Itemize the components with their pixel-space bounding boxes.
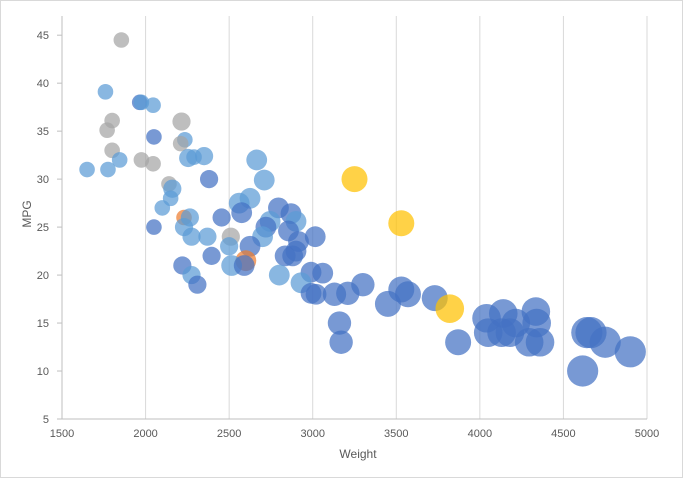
bubble-point xyxy=(146,129,162,145)
x-tick-label: 1500 xyxy=(50,428,74,440)
bubble-point xyxy=(327,311,352,335)
bubble-point xyxy=(186,149,202,165)
y-tick-label: 25 xyxy=(37,222,49,234)
x-tick-label: 4000 xyxy=(468,428,492,440)
gridlines xyxy=(61,16,648,419)
x-axis-title: Weight xyxy=(339,447,377,461)
bubble-point xyxy=(374,290,401,317)
bubble-point xyxy=(589,326,621,358)
bubble-point xyxy=(154,200,171,216)
axes xyxy=(57,16,647,420)
x-tick-label: 4500 xyxy=(551,428,575,440)
x-tick-label: 2500 xyxy=(217,428,241,440)
y-tick-label: 45 xyxy=(37,30,49,42)
bubble-point xyxy=(172,112,191,131)
bubble-point xyxy=(133,152,150,168)
bubble-point xyxy=(100,161,116,178)
bubble-point xyxy=(99,122,115,138)
bubble-point xyxy=(231,202,253,224)
bubble-point xyxy=(329,330,353,354)
bubble-point xyxy=(113,32,130,48)
bubble-point xyxy=(146,219,162,235)
bubble-point xyxy=(304,226,326,248)
y-axis-title: MPG xyxy=(20,200,34,227)
y-tick-label: 35 xyxy=(37,126,49,138)
bubble-point xyxy=(202,246,221,265)
bubble-point xyxy=(312,262,334,284)
y-tick-label: 10 xyxy=(37,366,49,378)
bubble-point xyxy=(388,210,415,237)
bubble-point xyxy=(198,227,217,246)
bubble-point xyxy=(97,84,114,100)
y-tick-label: 5 xyxy=(43,414,49,426)
bubble-point xyxy=(145,155,161,172)
bubble-point xyxy=(233,255,255,276)
x-tick-label: 3000 xyxy=(300,428,324,440)
bubble-point xyxy=(268,264,290,286)
bubble-point xyxy=(182,227,201,246)
bubble-point xyxy=(274,245,296,267)
bubble-point xyxy=(253,169,275,191)
x-tick-label: 3500 xyxy=(384,428,408,440)
x-tick-labels: 1500 2000 2500 3000 3500 4000 4500 5000 xyxy=(50,428,659,440)
bubble-point xyxy=(188,275,207,294)
bubble-point xyxy=(111,152,128,168)
bubble-point xyxy=(246,149,268,171)
bubble-point xyxy=(567,355,599,387)
bubble-point xyxy=(133,94,150,111)
bubble-point xyxy=(614,336,646,368)
x-tick-label: 2000 xyxy=(133,428,157,440)
x-tick-label: 5000 xyxy=(635,428,659,440)
bubble-point xyxy=(525,327,555,357)
bubble-point xyxy=(220,237,239,256)
bubble-point xyxy=(172,135,189,152)
bubble-point xyxy=(341,166,368,193)
y-tick-label: 15 xyxy=(37,318,49,330)
bubble-point xyxy=(305,283,327,305)
bubble-point xyxy=(79,161,95,178)
bubble-series xyxy=(79,32,646,387)
y-tick-labels: 5 10 15 20 25 30 35 40 45 xyxy=(37,30,49,426)
bubble-point xyxy=(199,170,219,189)
y-tick-label: 20 xyxy=(37,270,49,282)
bubble-point xyxy=(435,294,465,323)
y-tick-label: 40 xyxy=(37,78,49,90)
bubble-point xyxy=(445,329,472,356)
bubble-point xyxy=(394,281,421,308)
y-tick-label: 30 xyxy=(37,174,49,186)
bubble-point xyxy=(212,208,231,227)
bubble-point xyxy=(145,97,161,114)
bubble-point xyxy=(322,282,347,306)
